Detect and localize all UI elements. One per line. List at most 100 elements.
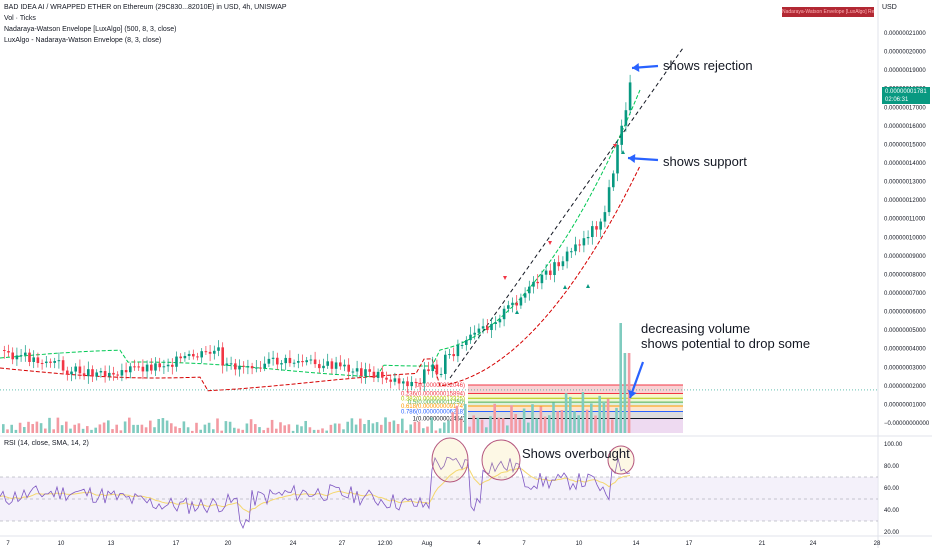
candle-body — [171, 364, 174, 367]
fib-level-label: 0.382(0.00000001332​5) — [401, 396, 465, 402]
indicator-volume[interactable]: Vol · Ticks — [4, 15, 36, 22]
volume-bar — [476, 417, 480, 433]
candle-body — [423, 369, 426, 384]
support-note: shows support — [663, 154, 747, 169]
candle-body — [494, 322, 497, 324]
candle-body — [238, 365, 241, 370]
price-tick-label: 0.00000004000 — [884, 347, 926, 353]
support-arrow-head — [628, 153, 636, 163]
candle-body — [418, 382, 422, 384]
buy-marker — [563, 285, 567, 289]
time-tick-label: 14 — [633, 541, 640, 547]
candle-body — [61, 360, 65, 371]
volume-bar — [275, 428, 278, 433]
volume-bar — [564, 393, 568, 433]
volume-bar — [287, 424, 291, 433]
candle-body — [276, 357, 279, 365]
candle-body — [36, 357, 40, 364]
candle-body — [498, 319, 502, 323]
signal-markers — [503, 144, 625, 314]
candle-body — [49, 361, 52, 363]
candle-body — [45, 361, 48, 364]
rsi-title[interactable]: RSI (14, close, SMA, 14, 2) — [4, 440, 89, 447]
volume-bar — [132, 424, 135, 433]
time-tick-label: 7 — [522, 541, 526, 547]
volume-bar — [136, 424, 139, 433]
candle-body — [318, 364, 321, 369]
volume-bar — [388, 421, 391, 433]
time-tick-label: 24 — [290, 541, 297, 547]
candle-body — [217, 347, 220, 351]
volume-bar — [77, 423, 81, 433]
candle-body — [70, 371, 73, 375]
volume-bar — [245, 423, 249, 433]
candle-body — [24, 352, 27, 356]
rsi-tick-label: 80.00 — [884, 464, 900, 470]
volume-bar — [401, 418, 404, 433]
volume-bar — [619, 323, 622, 433]
volume-bar — [111, 429, 114, 433]
candle-body — [154, 363, 157, 371]
candle-body — [343, 364, 346, 367]
candle-body — [473, 332, 476, 335]
volume-bar — [27, 421, 30, 433]
fibonacci-retracement: 0(0.00000002046)0.236(0.00000001589​4)0.… — [0, 383, 878, 433]
volume-bar — [493, 403, 496, 433]
price-tick-label: 0.00000012000 — [884, 198, 926, 204]
volume-bar — [426, 426, 429, 433]
volume-bar — [510, 405, 513, 433]
indicator-nwe-500[interactable]: Nadaraya-Watson Envelope [LuxAlgo] (500,… — [4, 26, 177, 33]
volume-bar — [602, 401, 606, 433]
time-tick-label: 12:00 — [377, 541, 393, 547]
price-tick-label: 0.00000002000 — [884, 384, 926, 390]
volume-bar — [539, 406, 543, 433]
volume-note-line1: decreasing volume — [641, 321, 750, 336]
volume-bar — [195, 422, 198, 433]
candle-body — [456, 345, 460, 357]
candle-body — [11, 352, 14, 360]
time-axis[interactable]: 7 10 13 17 20 24 27 12:00 Aug 4 7 10 14 17 21 24 28 — [0, 535, 932, 547]
candle-body — [448, 354, 451, 356]
volume-bar — [527, 422, 530, 433]
time-tick-label: 7 — [6, 541, 10, 547]
volume-bar — [422, 428, 425, 433]
candle-body — [313, 359, 317, 365]
currency-label[interactable]: USD — [882, 4, 897, 11]
volume-bar — [451, 412, 454, 433]
upper-envelope — [0, 89, 641, 378]
volume-bar — [531, 404, 534, 433]
candle-body — [150, 364, 153, 371]
volume-bar — [409, 424, 412, 433]
candle-body — [565, 251, 569, 262]
time-tick-label: 10 — [58, 541, 65, 547]
volume-bar — [569, 396, 572, 433]
candle-body — [612, 173, 615, 188]
volume-bar — [455, 405, 459, 433]
price-tick-label: 0.00000006000 — [884, 310, 926, 316]
volume-bar — [237, 428, 240, 433]
rsi-tick-label: 20.00 — [884, 530, 900, 536]
candle-body — [267, 358, 271, 364]
candle-body — [297, 361, 300, 363]
volume-bar — [615, 407, 618, 433]
volume-bar — [107, 420, 110, 433]
volume-bar — [44, 428, 47, 433]
price-tick-label: −0.00000000000 — [884, 421, 930, 427]
indicator-nwe-8[interactable]: LuxAlgo - Nadaraya-Watson Envelope (8, 3… — [4, 37, 162, 44]
volume-bar — [489, 416, 492, 433]
volume-bar — [174, 426, 177, 433]
candle-body — [246, 366, 250, 368]
fib-level-label: 0.236(0.00000001589​4) — [401, 391, 465, 397]
volume-bar — [48, 417, 51, 433]
candle-body — [351, 371, 355, 373]
candle-body — [431, 364, 434, 372]
volume-bar — [342, 429, 345, 433]
volume-bar — [333, 423, 337, 433]
volume-bar — [266, 427, 270, 433]
volume-bar — [262, 430, 265, 433]
time-tick-label: 13 — [108, 541, 115, 547]
fib-level-label: 1(0.00000000245​4) — [413, 416, 465, 422]
volume-bar — [556, 411, 559, 433]
volume-bar — [153, 427, 156, 433]
trend-line — [449, 47, 684, 379]
